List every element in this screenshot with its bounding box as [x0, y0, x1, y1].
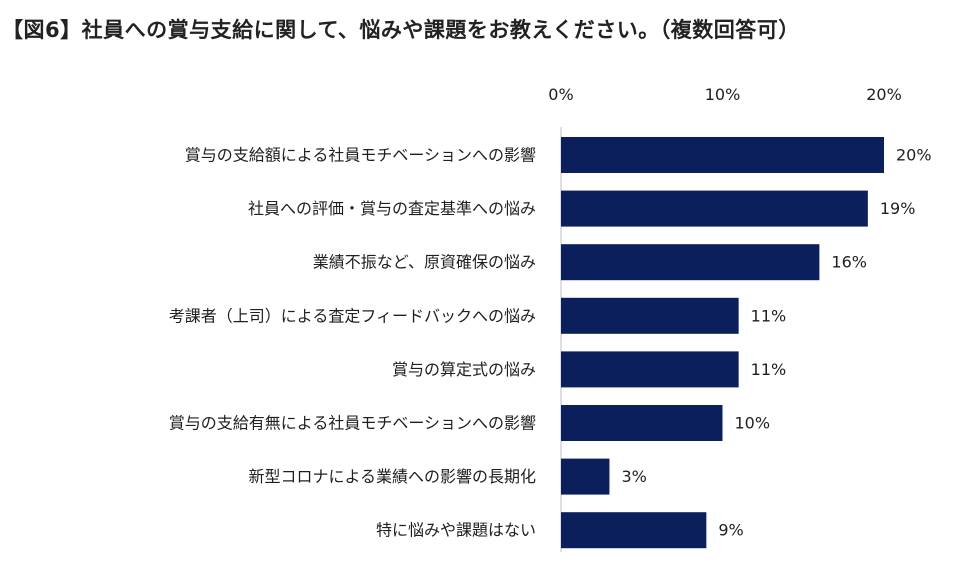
- data-label: 20%: [896, 146, 932, 165]
- x-tick-label-0: 0%: [548, 85, 573, 104]
- bar: [561, 351, 739, 388]
- x-tick-label-20: 20%: [866, 85, 902, 104]
- category-label: 新型コロナによる業績への影響の長期化: [248, 467, 536, 486]
- bar: [561, 458, 610, 495]
- x-tick-label-10: 10%: [705, 85, 741, 104]
- bars: 賞与の支給額による社員モチベーションへの影響 20% 社員への評価・賞与の査定基準へ…: [169, 137, 932, 549]
- data-label: 16%: [831, 253, 867, 272]
- data-label: 11%: [751, 306, 787, 325]
- bar: [561, 137, 884, 173]
- data-label: 11%: [751, 360, 787, 379]
- data-label: 9%: [718, 521, 743, 540]
- category-label: 業績不振など、原資確保の悩み: [313, 253, 536, 272]
- chart-title: 【図6】社員への賞与支給に関して、悩みや課題をお教えください。（複数回答可）: [2, 18, 800, 42]
- data-label: 10%: [735, 414, 771, 433]
- category-label: 賞与の支給有無による社員モチベーションへの影響: [169, 414, 536, 433]
- bar: [561, 297, 739, 334]
- bar: [561, 244, 820, 281]
- category-label: 考課者（上司）による査定フィードバックへの悩み: [169, 306, 536, 325]
- bar: [561, 190, 868, 227]
- data-label: 3%: [621, 467, 646, 486]
- bar: [561, 405, 723, 441]
- category-label: 賞与の算定式の悩み: [392, 360, 536, 379]
- category-label: 特に悩みや課題はない: [376, 521, 536, 540]
- category-label: 賞与の支給額による社員モチベーションへの影響: [185, 146, 536, 165]
- data-label: 19%: [880, 199, 916, 218]
- x-axis-ticks: 0% 10% 20%: [548, 85, 901, 104]
- bar: [561, 512, 707, 549]
- category-label: 社員への評価・賞与の査定基準への悩み: [248, 199, 536, 218]
